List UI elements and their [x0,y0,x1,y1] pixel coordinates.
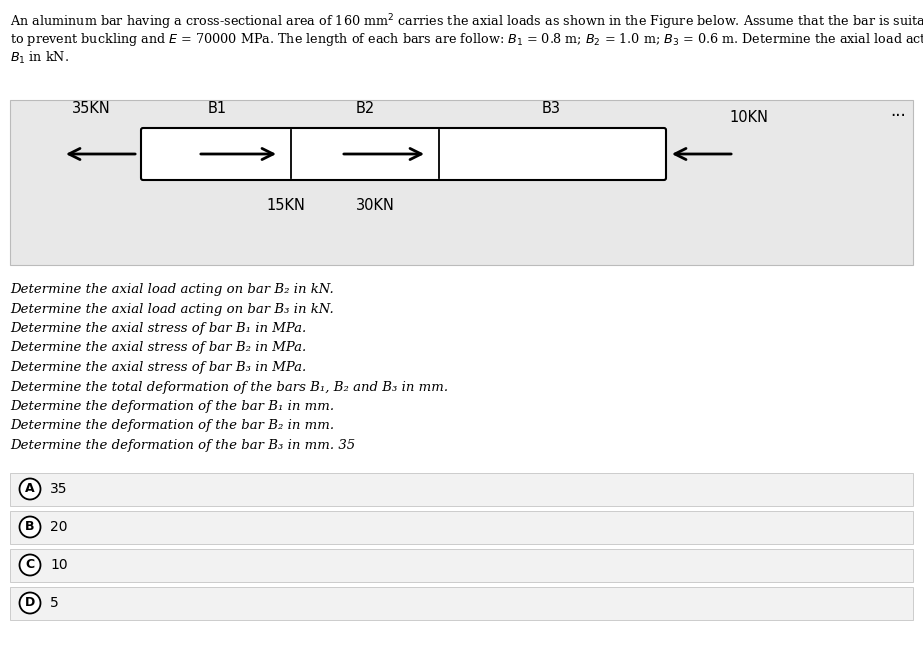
Text: Determine the axial load acting on bar B₃ in kN.: Determine the axial load acting on bar B… [10,303,334,316]
Text: C: C [26,559,34,571]
Text: 15KN: 15KN [267,198,306,213]
Circle shape [19,592,41,614]
Text: 35: 35 [50,482,67,496]
Circle shape [19,479,41,500]
Text: A: A [25,483,35,495]
Text: 20: 20 [50,520,67,534]
Text: to prevent buckling and $E$ = 70000 MPa. The length of each bars are follow: $B_: to prevent buckling and $E$ = 70000 MPa.… [10,31,923,48]
Text: 30KN: 30KN [355,198,394,213]
Text: $B_1$ in kN.: $B_1$ in kN. [10,50,69,66]
Circle shape [19,555,41,575]
Text: Determine the deformation of the bar B₃ in mm. 35: Determine the deformation of the bar B₃ … [10,439,355,452]
Text: Determine the total deformation of the bars B₁, B₂ and B₃ in mm.: Determine the total deformation of the b… [10,381,449,393]
Text: Determine the axial stress of bar B₃ in MPa.: Determine the axial stress of bar B₃ in … [10,361,306,374]
Text: Determine the deformation of the bar B₁ in mm.: Determine the deformation of the bar B₁ … [10,400,334,413]
Text: D: D [25,596,35,610]
Text: Determine the axial stress of bar B₁ in MPa.: Determine the axial stress of bar B₁ in … [10,322,306,335]
Bar [10,473,913,506]
Text: Determine the axial stress of bar B₂ in MPa.: Determine the axial stress of bar B₂ in … [10,342,306,354]
Text: B1: B1 [208,101,226,116]
Bar [10,510,913,544]
Text: B: B [25,520,35,534]
FancyBboxPatch shape [141,128,666,180]
Text: Determine the deformation of the bar B₂ in mm.: Determine the deformation of the bar B₂ … [10,420,334,432]
Text: 35KN: 35KN [72,101,111,116]
Bar [10,100,913,265]
Bar [10,587,913,620]
Text: 10KN: 10KN [729,110,769,125]
Text: 5: 5 [50,596,59,610]
Text: B2: B2 [355,101,375,116]
Circle shape [19,516,41,538]
Text: ...: ... [890,102,905,120]
Text: Determine the axial load acting on bar B₂ in kN.: Determine the axial load acting on bar B… [10,283,334,296]
Text: 10: 10 [50,558,67,572]
Text: An aluminum bar having a cross-sectional area of 160 mm$^2$ carries the axial lo: An aluminum bar having a cross-sectional… [10,12,923,32]
Text: B3: B3 [542,101,561,116]
Bar [10,549,913,581]
